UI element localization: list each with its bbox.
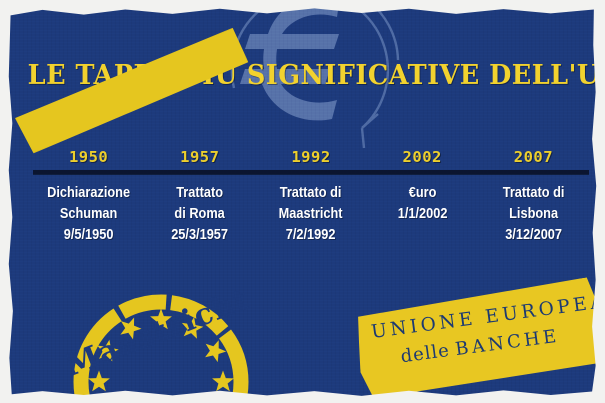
timeline-year: 1992 xyxy=(291,148,331,166)
timeline-event: Trattato di Maastricht 7/2/1992 xyxy=(262,183,360,246)
timeline-year: 1957 xyxy=(180,148,220,166)
event-line: Schuman xyxy=(59,206,118,223)
timeline-year: 1950 xyxy=(68,148,109,166)
event-line: Lisbona xyxy=(508,206,558,223)
eu-star xyxy=(212,370,234,392)
timeline-year: 2002 xyxy=(402,148,442,166)
timeline: 1950 1957 1992 2002 2007 Dichiarazione S… xyxy=(33,148,589,246)
eu-star xyxy=(181,317,204,339)
eu-star xyxy=(120,317,142,340)
timeline-event: €uro 1/1/2002 xyxy=(373,183,471,246)
event-line: Dichiarazione xyxy=(47,185,131,201)
timeline-axis xyxy=(33,170,589,174)
timeline-event: Dichiarazione Schuman 9/5/1950 xyxy=(40,183,138,246)
event-line: 1/1/2002 xyxy=(397,206,448,223)
stamp-text-wrap: Maastricht xyxy=(43,264,293,396)
stamp-label: Maastricht xyxy=(60,281,255,384)
eu-star xyxy=(150,308,172,330)
poster-paper: LE TAPPE PIÚ SIGNIFICATIVE DELL'UE 1950 … xyxy=(8,8,598,397)
eu-star xyxy=(205,340,227,363)
event-line: 25/3/1957 xyxy=(171,227,229,244)
eu-stars-stamp xyxy=(73,294,249,396)
timeline-year: 2007 xyxy=(513,148,554,166)
timeline-event: Trattato di Roma 25/3/1957 xyxy=(151,183,249,246)
event-line: 7/2/1992 xyxy=(286,227,336,244)
timeline-events: Dichiarazione Schuman 9/5/1950 Trattato … xyxy=(33,183,589,246)
timeline-event: Trattato di Lisbona 3/12/2007 xyxy=(484,183,582,246)
event-line: 9/5/1950 xyxy=(63,227,114,244)
event-line: di Roma xyxy=(174,206,225,223)
eu-star xyxy=(88,370,110,392)
event-line: 3/12/2007 xyxy=(505,227,562,244)
timeline-years: 1950 1957 1992 2002 2007 xyxy=(33,148,589,166)
event-line: Maastricht xyxy=(279,206,343,223)
event-line: Trattato xyxy=(176,185,224,201)
event-line: €uro xyxy=(408,185,437,201)
event-line: Trattato di xyxy=(502,185,565,201)
banche-label xyxy=(352,276,598,397)
eu-star xyxy=(97,339,119,362)
event-line: Trattato di xyxy=(280,185,342,201)
